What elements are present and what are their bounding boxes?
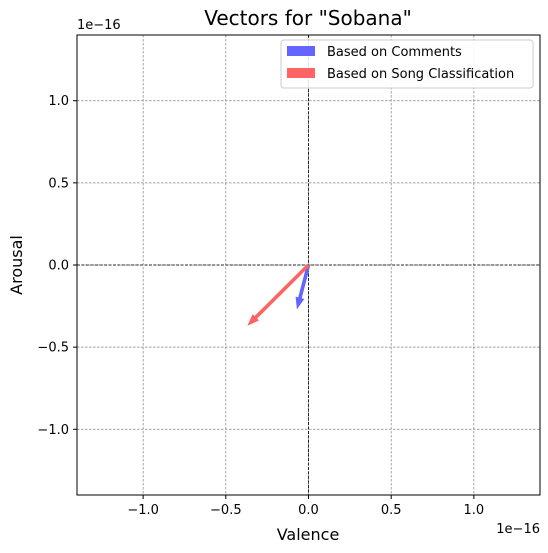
x-tick-label: 0.5 (381, 503, 402, 518)
x-offset-label: 1e−16 (496, 522, 540, 537)
legend-swatch-comments (287, 46, 315, 56)
legend-swatch-song (287, 68, 315, 78)
y-tick-label: 0.5 (48, 176, 69, 191)
legend: Based on Comments Based on Song Classifi… (280, 39, 534, 89)
chart-title: Vectors for "Sobana" (204, 6, 412, 30)
x-axis-label: Valence (277, 525, 340, 544)
x-tick-label: −0.5 (210, 503, 242, 518)
x-ticks: −1.0 −0.5 0.0 0.5 1.0 (127, 495, 484, 518)
y-tick-label: −1.0 (37, 423, 69, 438)
legend-label-song: Based on Song Classification (327, 67, 514, 82)
vector-arrow-1 (247, 263, 310, 326)
vectors (247, 263, 311, 326)
legend-label-comments: Based on Comments (327, 45, 462, 60)
y-ticks: −1.0 −0.5 0.0 0.5 1.0 (37, 94, 77, 438)
y-tick-label: 0.0 (48, 259, 69, 274)
y-axis-label: Arousal (7, 235, 26, 295)
x-tick-label: 0.0 (298, 503, 319, 518)
x-tick-label: −1.0 (127, 503, 159, 518)
vector-arrow-0 (295, 264, 311, 310)
y-tick-label: −0.5 (37, 341, 69, 356)
legend-box (280, 39, 534, 89)
y-tick-label: 1.0 (48, 94, 69, 109)
x-tick-label: 1.0 (464, 503, 485, 518)
y-offset-label: 1e−16 (77, 18, 121, 33)
